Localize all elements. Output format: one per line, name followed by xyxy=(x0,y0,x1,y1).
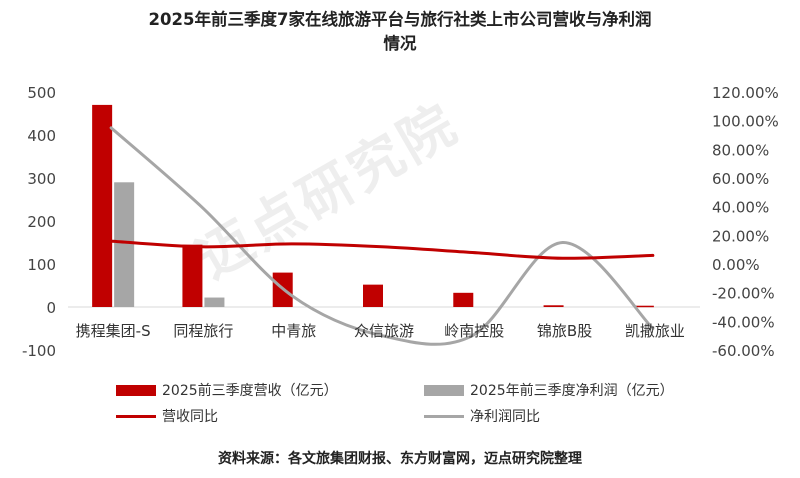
bar-revenue xyxy=(633,305,654,308)
legend-swatch-revenue xyxy=(116,384,156,396)
x-tick-label: 凯撒旅业 xyxy=(625,322,685,340)
legend-swatch-net-profit xyxy=(424,384,464,396)
bar-revenue xyxy=(182,244,203,307)
x-tick-label: 携程集团-S xyxy=(76,322,151,340)
bar-net-profit xyxy=(204,297,225,307)
y-left-tick-label: 100 xyxy=(27,256,56,274)
legend-item-net-profit-yoy: 净利润同比 xyxy=(424,406,540,426)
x-tick-label: 锦旅B股 xyxy=(537,322,592,340)
legend-item-revenue-yoy: 营收同比 xyxy=(116,406,218,426)
chart-title-line1: 2025年前三季度7家在线旅游平台与旅行社类上市公司营收与净利润 xyxy=(148,10,652,29)
legend-label-revenue: 2025前三季度营收（亿元） xyxy=(162,383,338,399)
y-left-tick-label: 500 xyxy=(27,84,56,102)
y-left-tick-label: 200 xyxy=(27,213,56,231)
legend-item-net-profit: 2025年前三季度净利润（亿元） xyxy=(424,380,674,400)
y-right-tick-label: -40.00% xyxy=(712,313,775,331)
bar-revenue xyxy=(92,104,113,308)
y-right-tick-label: -20.00% xyxy=(712,285,775,303)
legend-line-revenue-yoy xyxy=(116,414,156,418)
y-right-tick-label: 120.00% xyxy=(712,84,779,102)
y-right-tick-label: 20.00% xyxy=(712,227,769,245)
bar-revenue xyxy=(363,284,383,307)
x-tick-label: 中青旅 xyxy=(271,322,316,340)
x-tick-label: 同程旅行 xyxy=(173,322,233,340)
y-left-tick-label: 0 xyxy=(46,299,56,317)
y-right-tick-label: 100.00% xyxy=(712,113,779,131)
legend-label-net-profit: 2025年前三季度净利润（亿元） xyxy=(470,383,674,399)
y-right-tick-label: 80.00% xyxy=(712,141,769,159)
y-right-tick-label: 60.00% xyxy=(712,170,769,188)
line-revenue-yoy xyxy=(109,239,655,260)
y-left-tick-label: 300 xyxy=(27,170,56,188)
legend-item-revenue: 2025前三季度营收（亿元） xyxy=(116,380,338,400)
line-net-profit-yoy xyxy=(109,126,655,346)
y-right-tick-label: -60.00% xyxy=(712,342,775,360)
bar-revenue xyxy=(543,305,564,307)
y-left-tick-label: -100 xyxy=(22,342,56,360)
y-left-tick-label: 400 xyxy=(27,127,56,145)
legend-label-net-profit-yoy: 净利润同比 xyxy=(470,409,540,425)
y-right-tick-label: 40.00% xyxy=(712,199,769,217)
x-tick-label: 众信旅游 xyxy=(354,322,414,340)
bar-revenue xyxy=(453,292,474,307)
x-tick-label: 岭南控股 xyxy=(444,322,504,340)
source-note: 资料来源：各文旅集团财报、东方财富网，迈点研究院整理 xyxy=(218,451,582,467)
legend-label-revenue-yoy: 营收同比 xyxy=(162,409,218,425)
chart-title: 2025年前三季度7家在线旅游平台与旅行社类上市公司营收与净利润 情况 xyxy=(0,8,800,56)
bar-net-profit xyxy=(114,182,135,307)
legend-line-net-profit-yoy xyxy=(424,414,464,418)
chart-title-line2: 情况 xyxy=(383,34,417,53)
y-right-tick-label: 0.00% xyxy=(712,256,760,274)
